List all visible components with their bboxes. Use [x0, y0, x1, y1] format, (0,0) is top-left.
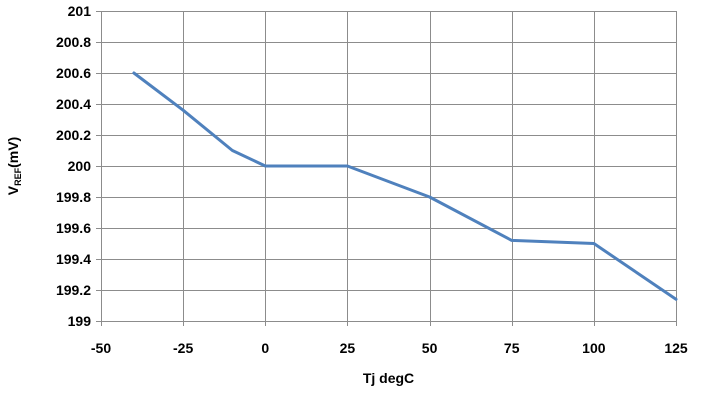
y-axis-title-subscript: REF	[13, 167, 23, 186]
x-tick-label: -25	[173, 340, 193, 356]
x-tick-label: 25	[340, 340, 356, 356]
grid-layer	[101, 11, 677, 322]
x-tick-label: 0	[261, 340, 269, 356]
series-line	[132, 71, 678, 301]
axis-layer	[96, 11, 677, 326]
x-tick-label: 100	[582, 340, 606, 356]
y-tick-label: 200.4	[56, 96, 91, 112]
y-axis-title: VREF(mV)	[5, 137, 23, 195]
y-axis-title-main: V	[5, 185, 21, 195]
x-tick-label: 125	[664, 340, 688, 356]
y-tick-label: 200.2	[56, 127, 91, 143]
y-axis-title-unit: (mV)	[5, 137, 21, 168]
x-tick-label: 75	[504, 340, 520, 356]
y-tick-label: 199	[68, 313, 92, 329]
y-tick-label: 199.6	[56, 220, 91, 236]
x-tick-labels: -50 -25 0 25 50 75 100 125	[91, 340, 688, 356]
x-tick-label: 50	[422, 340, 438, 356]
series-layer	[132, 71, 678, 301]
x-axis-title: Tj degC	[363, 370, 414, 386]
y-tick-labels: 201 200.8 200.6 200.4 200.2 200 199.8 199.6 199.…	[56, 3, 91, 329]
y-tick-label: 201	[68, 3, 92, 19]
y-tick-label: 199.8	[56, 189, 91, 205]
x-tick-label: -50	[91, 340, 111, 356]
y-tick-label: 199.4	[56, 251, 91, 267]
y-tick-label: 200.8	[56, 34, 91, 50]
y-tick-label: 199.2	[56, 282, 91, 298]
y-tick-label: 200.6	[56, 65, 91, 81]
y-tick-label: 200	[68, 158, 92, 174]
